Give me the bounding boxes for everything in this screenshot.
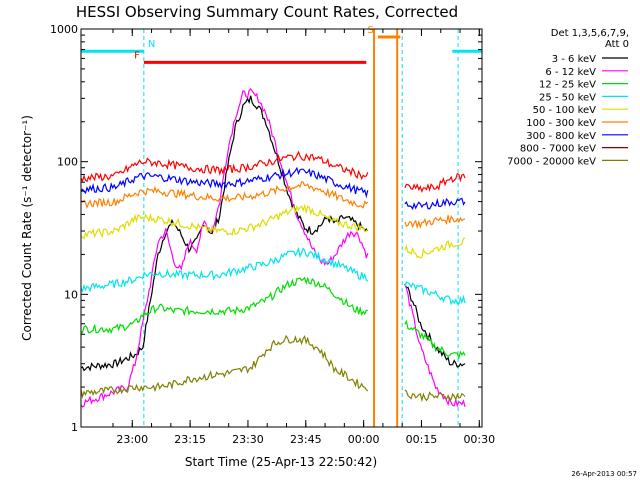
legend-entry-label: 7000 - 20000 keV <box>507 156 596 167</box>
series-line <box>81 334 369 399</box>
series-line <box>404 281 466 306</box>
legend-entry-label: 12 - 25 keV <box>539 80 596 91</box>
x-tick-label: 23:30 <box>232 433 264 446</box>
series-line <box>81 150 369 183</box>
state-bar-label: F <box>134 50 140 61</box>
series-line <box>404 284 466 408</box>
legend-entry-label: 3 - 6 keV <box>552 54 596 65</box>
y-tick-label: 10 <box>64 288 78 301</box>
x-tick-label: 00:00 <box>348 433 380 446</box>
x-tick-label: 23:00 <box>116 433 148 446</box>
state-bar-label: N <box>148 39 155 50</box>
y-ticks: 1 10 100 1000 <box>50 23 482 434</box>
series-line <box>404 319 466 360</box>
x-tick-label: 23:45 <box>290 433 322 446</box>
legend-entry-label: 6 - 12 keV <box>545 67 596 78</box>
series-lines <box>81 87 466 408</box>
legend-entry-label: 25 - 50 keV <box>539 92 596 103</box>
series-line <box>404 215 466 230</box>
series-line <box>81 276 368 335</box>
series-line <box>404 389 466 403</box>
chart-title: HESSI Observing Summary Count Rates, Cor… <box>76 3 458 21</box>
legend-entry-label: 300 - 800 keV <box>526 131 596 142</box>
x-tick-label: 00:30 <box>463 433 495 446</box>
x-tick-label: 00:15 <box>406 433 438 446</box>
timestamp: 26-Apr-2013 00:57 <box>571 470 637 478</box>
series-line <box>81 166 369 199</box>
x-ticks: 23:00 23:15 23:30 23:45 00:00 00:15 00:30 <box>112 29 495 446</box>
legend: Det 1,3,5,6,7,9,Att 0 3 - 6 keV 6 - 12 keV… <box>507 28 629 167</box>
legend-entry-label: 50 - 100 keV <box>533 105 597 116</box>
series-line <box>81 203 369 240</box>
series-line <box>81 246 369 293</box>
legend-header: Att 0 <box>605 39 629 50</box>
x-tick-label: 23:15 <box>174 433 206 446</box>
series-line <box>404 237 466 259</box>
y-tick-label: 100 <box>57 156 78 169</box>
legend-entry-label: 800 - 7000 keV <box>520 144 596 155</box>
series-line <box>404 172 466 194</box>
x-axis-label: Start Time (25-Apr-13 22:50:42) <box>185 455 377 469</box>
state-vlines <box>143 29 459 427</box>
y-tick-label: 1 <box>71 421 78 434</box>
plot-frame <box>80 28 483 428</box>
state-bar-label: S <box>368 25 374 36</box>
y-axis-label: Corrected Count Rate (s⁻¹ detector⁻¹) <box>20 115 34 341</box>
y-tick-label: 1000 <box>50 23 78 36</box>
series-line <box>404 197 466 211</box>
legend-header: Det 1,3,5,6,7,9, <box>551 28 629 39</box>
series-line <box>404 283 466 368</box>
series-line <box>81 95 369 372</box>
series-line <box>81 180 369 210</box>
legend-entry-label: 100 - 300 keV <box>526 118 596 129</box>
